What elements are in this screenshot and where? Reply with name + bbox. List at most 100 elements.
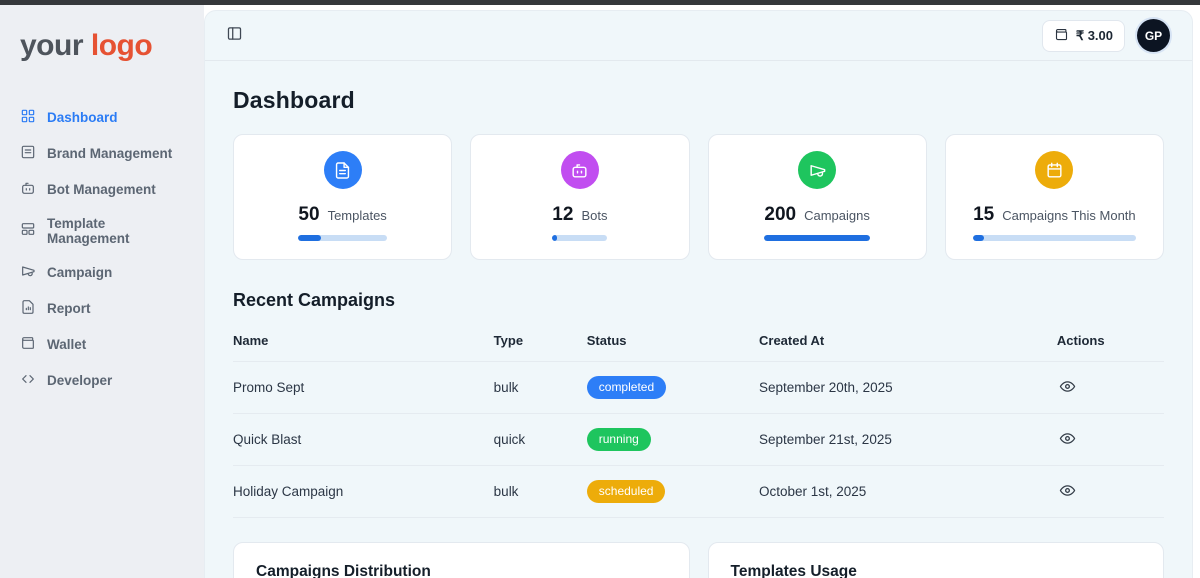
main-panel: ₹ 3.00 GP Dashboard 50	[204, 10, 1193, 578]
table-row: Holiday Campaign bulk scheduled October …	[233, 465, 1164, 518]
logo-text-gray: your	[20, 29, 84, 62]
column-header-status: Status	[586, 319, 759, 362]
campaign-name: Holiday Campaign	[233, 465, 494, 518]
summary-card-title: Templates Usage	[730, 563, 857, 578]
stat-card-campaigns-this-month: 15 Campaigns This Month	[944, 134, 1164, 260]
stat-value: 200	[764, 204, 797, 225]
stats-row: 50 Templates	[233, 134, 1164, 260]
stat-value: 15	[973, 204, 995, 225]
summary-card-title: Campaigns Distribution	[256, 563, 431, 578]
stat-progress-fill	[973, 235, 985, 241]
stat-progress-track	[552, 235, 608, 241]
avatar[interactable]: GP	[1137, 19, 1170, 52]
main-content: Dashboard 50 Templates	[205, 87, 1192, 578]
table-row: Promo Sept bulk completed September 20th…	[233, 361, 1164, 414]
status-badge: scheduled	[586, 480, 666, 503]
summary-row: Campaigns Distribution 75% of campaigns …	[233, 542, 1164, 578]
status-badge: completed	[586, 376, 667, 399]
recent-campaigns-title: Recent Campaigns	[233, 290, 396, 310]
bot-icon	[560, 151, 599, 189]
sidebar-item-label: Template Management	[47, 215, 130, 246]
megaphone-icon	[20, 263, 36, 282]
campaign-name: Quick Blast	[233, 413, 494, 466]
campaigns-distribution-card: Campaigns Distribution 75% of campaigns …	[233, 542, 690, 578]
campaign-created-at: October 1st, 2025	[759, 465, 1057, 518]
sidebar-item-label: Developer	[47, 372, 113, 388]
campaign-type: quick	[493, 413, 587, 466]
sidebar-item-brand-management[interactable]: Brand Management	[0, 135, 204, 171]
stat-progress-fill	[298, 235, 321, 241]
sidebar-item-dashboard[interactable]: Dashboard	[0, 99, 204, 135]
report-file-icon	[20, 299, 36, 318]
view-campaign-button[interactable]	[1057, 429, 1079, 451]
sidebar-item-bot-management[interactable]: Bot Management	[0, 171, 204, 207]
view-campaign-button[interactable]	[1057, 377, 1079, 399]
topbar: ₹ 3.00 GP	[205, 11, 1192, 61]
layout-rows-icon	[20, 221, 36, 240]
sidebar: your logo Dashboard Brand Management Bot…	[0, 5, 204, 578]
eye-icon	[1059, 482, 1076, 502]
sidebar-item-report[interactable]: Report	[0, 290, 204, 326]
sidebar-item-label: Wallet	[47, 336, 87, 352]
sidebar-item-developer[interactable]: Developer	[0, 362, 204, 398]
eye-icon	[1059, 430, 1076, 450]
wallet-balance: ₹ 3.00	[1075, 27, 1113, 43]
column-header-actions: Actions	[1056, 319, 1164, 362]
main-backdrop: ₹ 3.00 GP Dashboard 50	[204, 5, 1200, 578]
campaign-created-at: September 20th, 2025	[759, 361, 1057, 414]
stat-body: 15 Campaigns This Month	[973, 204, 1136, 241]
status-badge: running	[586, 428, 651, 451]
sidebar-item-template-management[interactable]: Template Management	[0, 207, 204, 254]
megaphone-icon	[798, 151, 837, 189]
column-header-name: Name	[233, 319, 494, 362]
panel-left-icon	[226, 25, 243, 47]
column-header-type: Type	[493, 319, 587, 362]
sidebar-nav: Dashboard Brand Management Bot Managemen…	[0, 99, 204, 398]
stat-label: Templates	[327, 208, 387, 223]
stat-progress-track	[973, 235, 1136, 241]
templates-usage-card: Templates Usage 50% of templates used in…	[707, 542, 1164, 578]
bot-icon	[20, 180, 36, 199]
stat-progress-track	[298, 235, 387, 241]
stat-card-bots: 12 Bots	[470, 134, 690, 260]
campaign-created-at: September 21st, 2025	[759, 413, 1057, 466]
sidebar-item-label: Bot Management	[47, 181, 156, 197]
stat-label: Bots	[581, 208, 608, 223]
stat-card-campaigns: 200 Campaigns	[707, 134, 927, 260]
logo-text-orange: logo	[90, 29, 153, 62]
sidebar-toggle-button[interactable]	[221, 23, 247, 49]
sidebar-item-campaign[interactable]: Campaign	[0, 254, 204, 290]
stat-label: Campaigns This Month	[1002, 208, 1136, 223]
stat-label: Campaigns	[804, 208, 870, 223]
page-title: Dashboard	[233, 87, 355, 113]
app-root: your logo Dashboard Brand Management Bot…	[0, 5, 1200, 578]
stat-body: 12 Bots	[552, 204, 608, 241]
document-lines-icon	[20, 144, 36, 163]
view-campaign-button[interactable]	[1057, 481, 1079, 503]
brand-logo: your logo	[0, 25, 204, 99]
stat-progress-fill	[764, 235, 870, 241]
campaign-name: Promo Sept	[233, 361, 494, 414]
wallet-icon	[20, 335, 36, 354]
stat-progress-fill	[552, 235, 557, 241]
stat-body: 200 Campaigns	[764, 204, 870, 241]
column-header-created-at: Created At	[759, 319, 1057, 362]
code-icon	[20, 371, 36, 390]
table-header-row: Name Type Status Created At Actions	[233, 319, 1164, 362]
eye-icon	[1059, 378, 1076, 398]
stat-card-templates: 50 Templates	[233, 134, 453, 260]
top-strip	[0, 0, 1200, 5]
grid-icon	[20, 108, 36, 127]
sidebar-item-label: Dashboard	[47, 109, 118, 125]
stat-body: 50 Templates	[298, 204, 387, 241]
sidebar-item-label: Report	[47, 300, 91, 316]
campaign-type: bulk	[493, 361, 587, 414]
stat-progress-track	[764, 235, 870, 241]
wallet-balance-button[interactable]: ₹ 3.00	[1041, 19, 1125, 52]
stat-value: 12	[552, 204, 574, 225]
stat-value: 50	[298, 204, 320, 225]
calendar-icon	[1035, 151, 1074, 189]
sidebar-item-wallet[interactable]: Wallet	[0, 326, 204, 362]
recent-campaigns-table: Name Type Status Created At Actions Prom…	[233, 319, 1164, 518]
sidebar-item-label: Brand Management	[47, 145, 173, 161]
